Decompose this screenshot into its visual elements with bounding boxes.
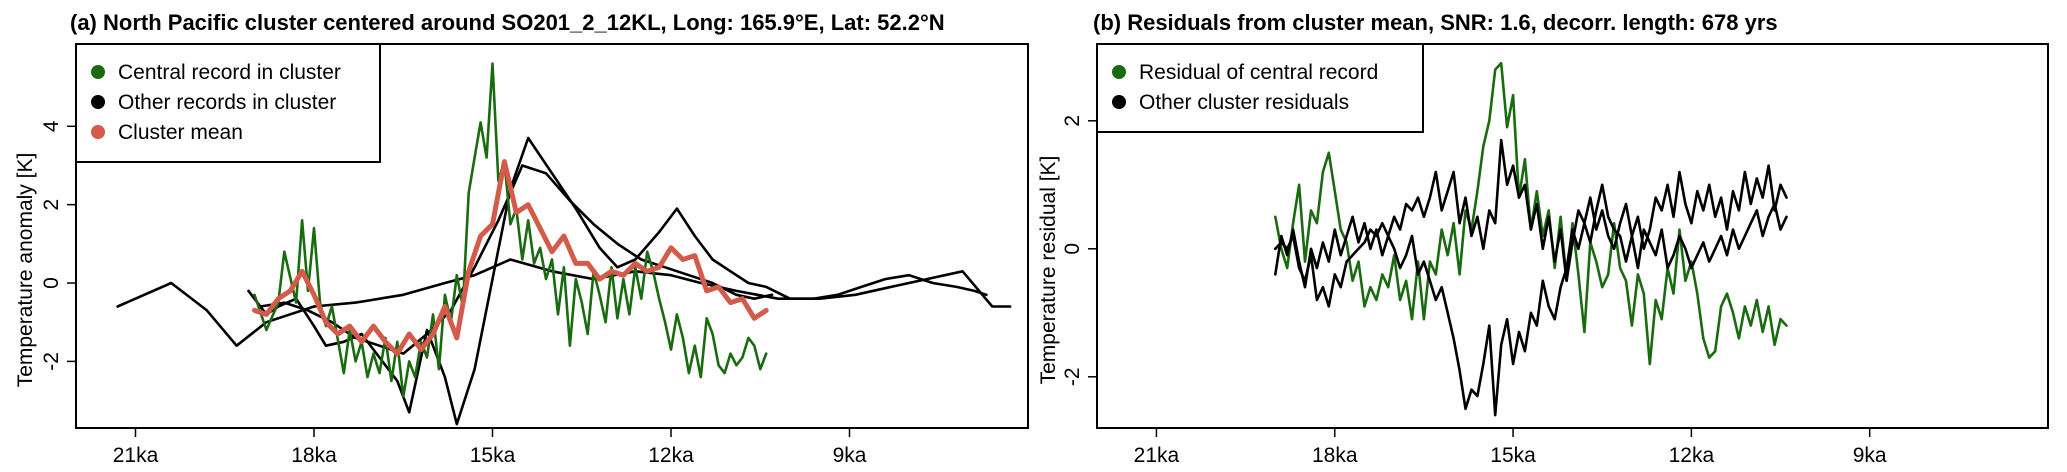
panel-a-legend-box xyxy=(75,43,381,163)
panel-b-xtick-label: 18ka xyxy=(1312,444,1358,467)
panel-b-xtick-label: 9ka xyxy=(1853,444,1887,467)
panel-b-ytick-label: -2 xyxy=(1061,367,1084,386)
panel-a-series-other-records-in-cluster-line xyxy=(247,136,988,426)
panel-b-legend-label: Other cluster residuals xyxy=(1139,91,1349,114)
panel-b-plot: 21ka 18ka 15ka 12ka 9ka -2 0 2 xyxy=(1061,43,2049,467)
panel-a-series-other-records-in-cluster-line xyxy=(259,164,774,355)
panel-a-ylabel: Temperature anomaly [K] xyxy=(14,153,37,388)
panel-a-legend-label: Central record in cluster xyxy=(118,61,341,84)
panel-a: (a) North Pacific cluster centered aroun… xyxy=(14,10,1029,467)
panel-a-xtick-label: 9ka xyxy=(833,444,867,467)
panel-b-legend-marker xyxy=(1112,95,1126,109)
panel-a-xtick-label: 12ka xyxy=(648,444,694,467)
panel-a-legend-label: Other records in cluster xyxy=(118,91,336,114)
panel-a-ytick-label: -2 xyxy=(40,352,63,371)
panel-b-legend-label: Residual of central record xyxy=(1139,61,1378,84)
panel-b-series-other-cluster-residuals-line xyxy=(1274,183,1788,417)
panel-a-plot: 21ka 18ka 15ka 12ka 9ka -2 0 2 4 xyxy=(40,43,1029,467)
panel-b-ytick-label: 0 xyxy=(1061,243,1084,255)
panel-a-ytick-label: 4 xyxy=(40,120,63,132)
panel-b-title: (b) Residuals from cluster mean, SNR: 1.… xyxy=(1093,10,1778,35)
panel-b: (b) Residuals from cluster mean, SNR: 1.… xyxy=(1037,10,2049,467)
panel-b-ytick-label: 2 xyxy=(1061,115,1084,127)
panel-a-legend-marker xyxy=(91,65,105,79)
panel-a-frame xyxy=(75,43,1029,429)
panel-b-legend: Residual of central record Other cluster … xyxy=(1096,43,1424,133)
panel-b-series-other-cluster-residuals-line xyxy=(1274,138,1788,308)
panel-b-frame xyxy=(1096,43,2049,429)
panel-a-legend-marker xyxy=(91,95,105,109)
panel-a-ytick-label: 2 xyxy=(40,199,63,211)
panel-b-xtick-label: 12ka xyxy=(1669,444,1715,467)
panel-b-xtick-label: 21ka xyxy=(1134,444,1180,467)
panel-b-legend-marker xyxy=(1112,65,1126,79)
panel-b-ylabel: Temperature residual [K] xyxy=(1037,156,1060,385)
panel-a-ytick-label: 0 xyxy=(40,277,63,289)
panel-a-series-cluster-mean-line xyxy=(252,159,769,357)
panel-a-xtick-label: 18ka xyxy=(291,444,337,467)
panel-a-series-group xyxy=(116,62,1012,426)
panel-a-series-central-record-in-cluster-line xyxy=(253,62,768,399)
panel-a-xtick-label: 15ka xyxy=(470,444,516,467)
panel-a-xtick-label: 21ka xyxy=(113,444,159,467)
panel-b-series-group xyxy=(1274,61,1788,417)
panel-a-legend-label: Cluster mean xyxy=(118,121,243,144)
panel-a-legend-marker xyxy=(91,125,105,139)
panel-b-xtick-label: 15ka xyxy=(1490,444,1536,467)
panel-b-legend-box xyxy=(1096,43,1424,133)
panel-a-legend: Central record in cluster Other records i… xyxy=(75,43,381,163)
panel-a-title: (a) North Pacific cluster centered aroun… xyxy=(70,10,945,35)
